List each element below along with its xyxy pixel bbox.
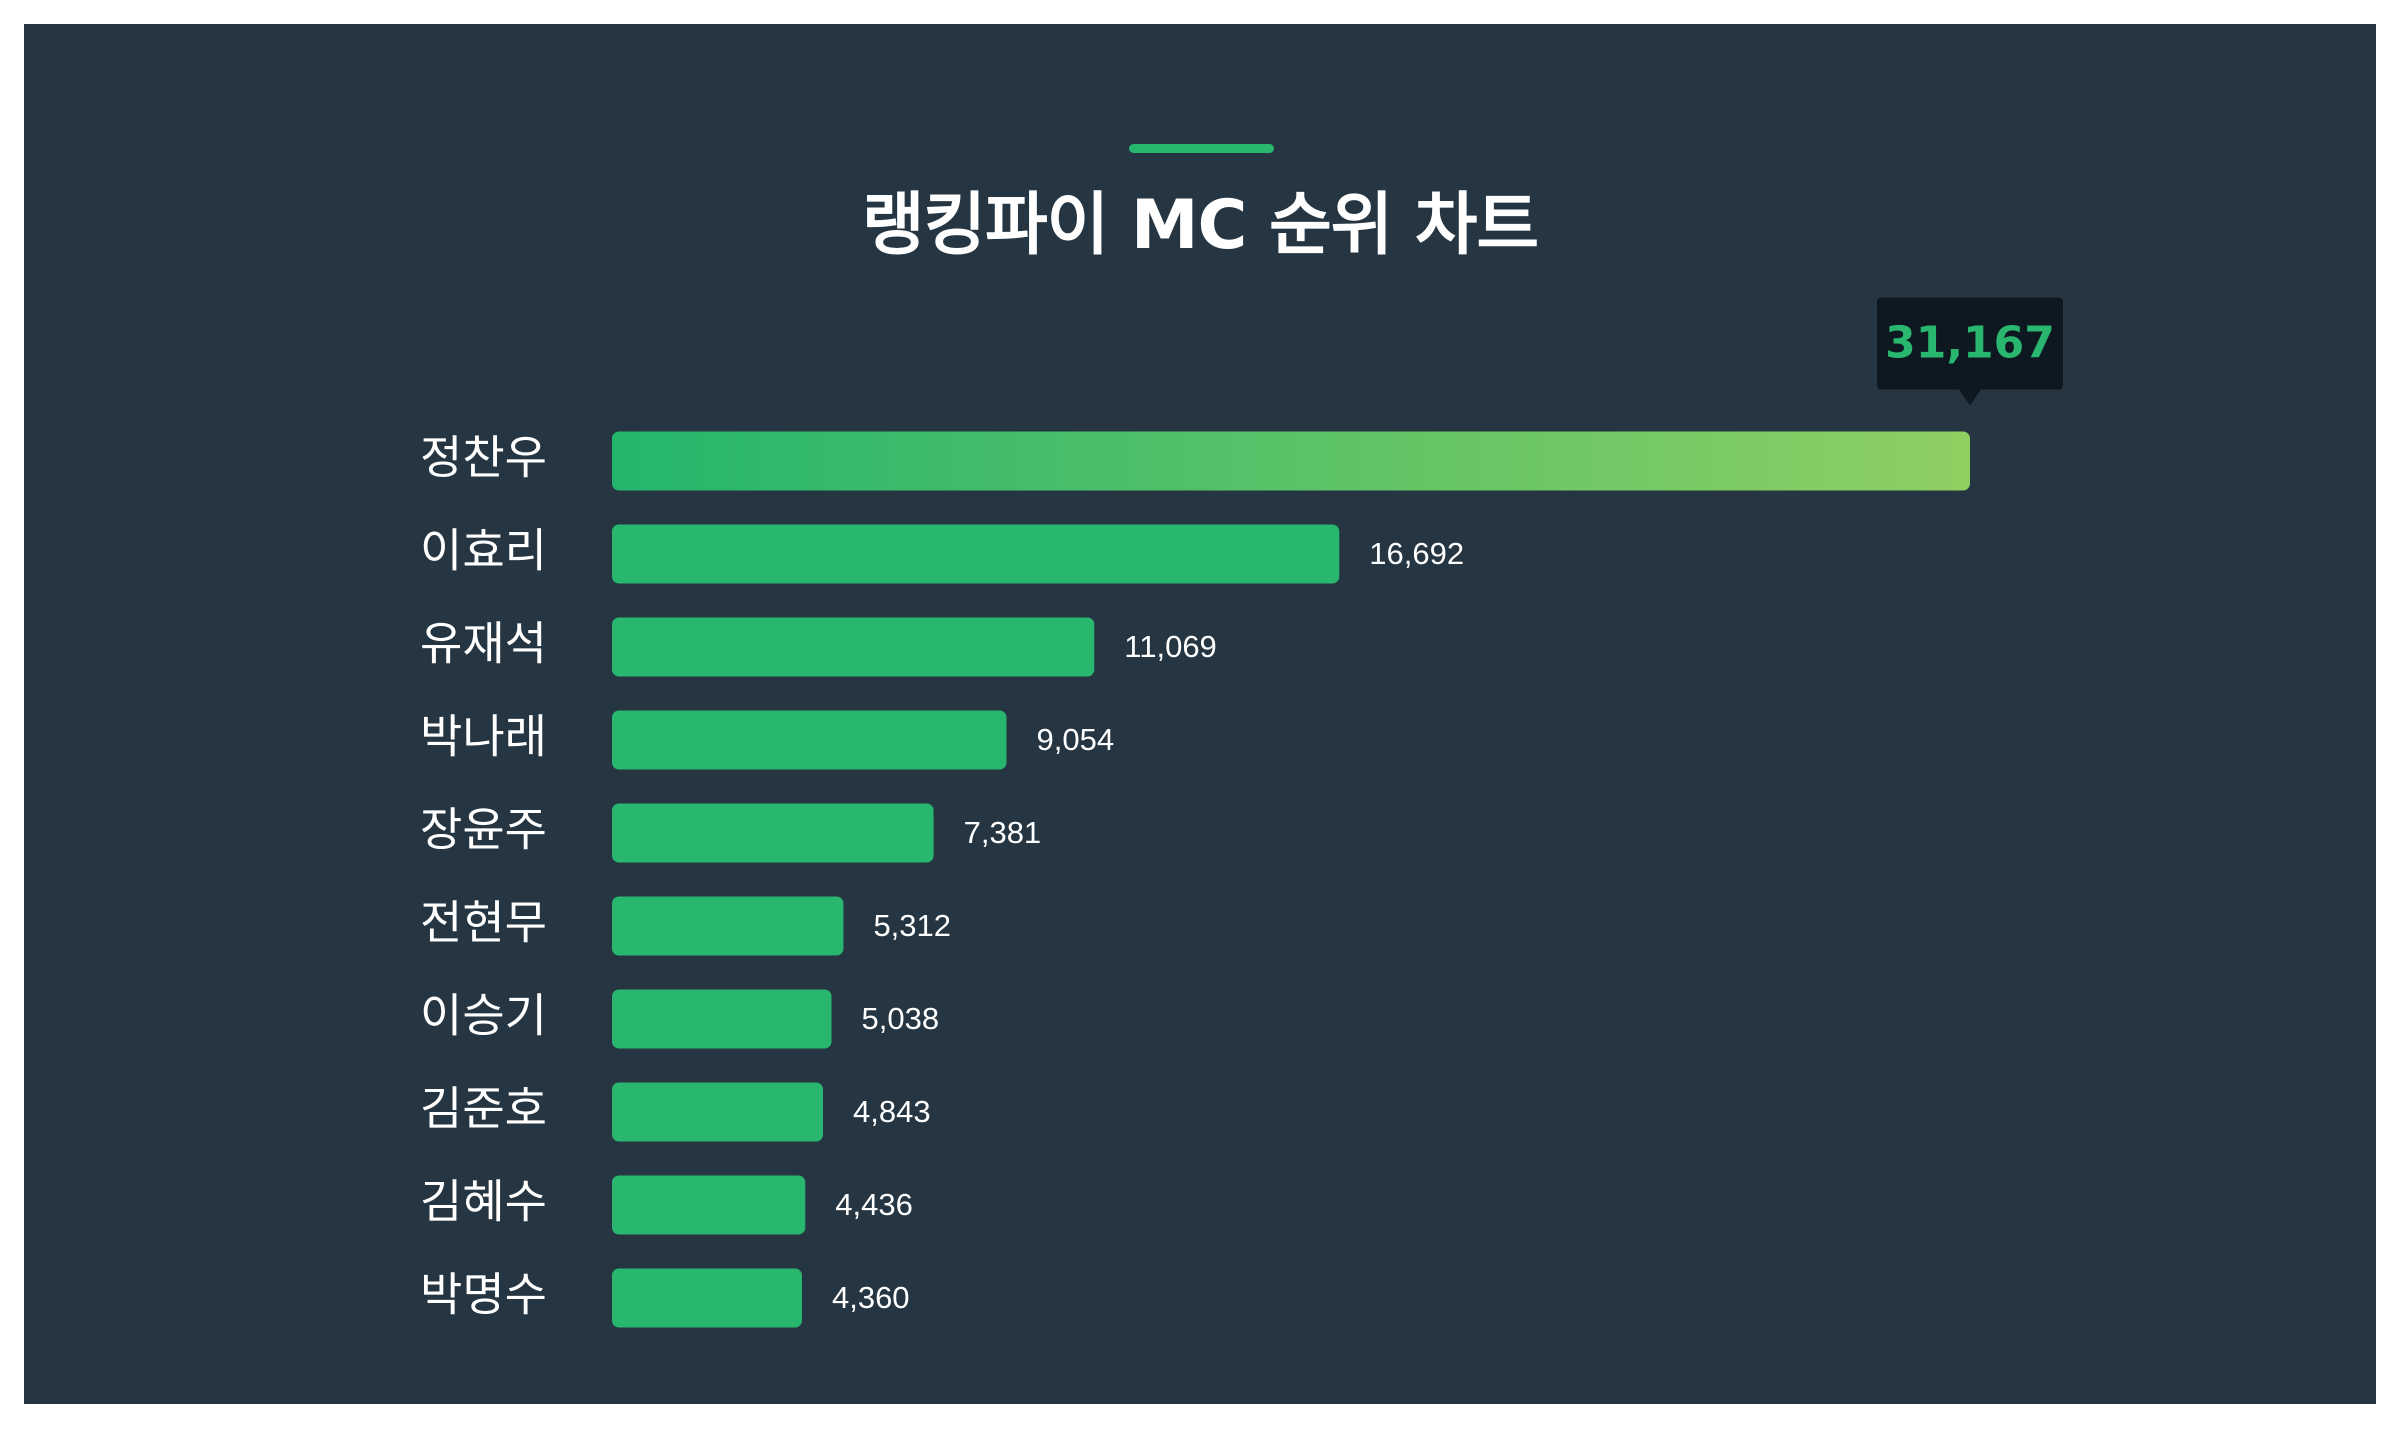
- value-label: 7,381: [964, 815, 1042, 850]
- category-label: 정찬우: [420, 431, 547, 485]
- category-label: 이승기: [420, 989, 547, 1043]
- chart-title: 랭킹파이 MC 순위 차트: [861, 186, 1539, 265]
- value-label: 16,692: [1369, 536, 1464, 571]
- category-label: 전현무: [420, 896, 547, 950]
- value-label: 11,069: [1124, 629, 1217, 664]
- bar[interactable]: [612, 989, 832, 1049]
- category-label: 장윤주: [420, 803, 547, 857]
- category-label: 김준호: [420, 1082, 547, 1136]
- value-tooltip: 31,167: [1877, 297, 2063, 406]
- tooltip-box: [1877, 297, 2063, 390]
- category-label: 김혜수: [420, 1175, 547, 1229]
- category-label: 이효리: [420, 524, 547, 578]
- tooltip-value: 31,167: [1885, 318, 2055, 369]
- bar[interactable]: [612, 524, 1340, 584]
- bar[interactable]: [612, 1175, 806, 1235]
- value-label: 9,054: [1036, 722, 1114, 757]
- bar[interactable]: [612, 617, 1095, 677]
- value-label: 5,038: [862, 1001, 940, 1036]
- value-label: 4,360: [832, 1280, 910, 1315]
- value-label: 4,436: [835, 1187, 913, 1222]
- bar[interactable]: [612, 896, 844, 956]
- category-label: 유재석: [420, 617, 547, 671]
- bar[interactable]: [612, 803, 934, 863]
- bar-chart: 정찬우 31,167 이효리 16,692 유재석 11,069 박나래 9,054 장윤주 7,…: [420, 297, 2063, 1328]
- tooltip-pointer: [1959, 389, 1981, 406]
- category-label: 박명수: [420, 1268, 547, 1322]
- bar[interactable]: [612, 710, 1007, 770]
- bar[interactable]: [612, 1268, 802, 1328]
- bar[interactable]: [612, 1082, 824, 1142]
- bar[interactable]: [612, 431, 1970, 491]
- value-label: 5,312: [873, 908, 951, 943]
- title-accent-line: [1129, 144, 1274, 153]
- category-label: 박나래: [420, 710, 547, 764]
- chart-panel: 랭킹파이 MC 순위 차트 정찬우 31,167 이효리 16,692 유재석 11,06…: [24, 24, 2376, 1404]
- value-label: 4,843: [853, 1094, 931, 1129]
